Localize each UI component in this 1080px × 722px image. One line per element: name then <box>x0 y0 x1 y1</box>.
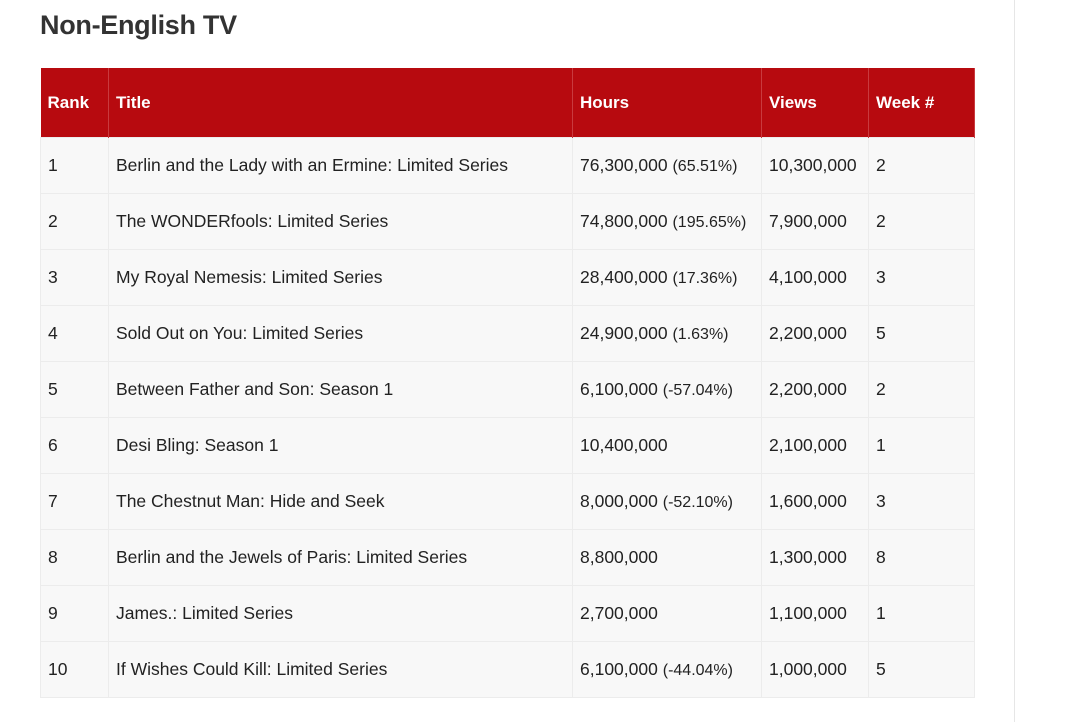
views-cell: 10,300,000 <box>761 137 869 194</box>
views-cell: 2,100,000 <box>761 417 869 474</box>
hours-value: 6,100,000 <box>580 379 658 399</box>
hours-value: 10,400,000 <box>580 435 668 455</box>
table-row: 3 My Royal Nemesis: Limited Series 28,400,… <box>40 249 975 306</box>
hours-value: 24,900,000 <box>580 323 668 343</box>
hours-cell: 8,800,000 <box>572 529 762 586</box>
hours-value: 28,400,000 <box>580 267 668 287</box>
hours-value: 76,300,000 <box>580 155 668 175</box>
views-cell: 2,200,000 <box>761 361 869 418</box>
ranking-table: Rank Title Hours Views Week # 1 Berlin and th… <box>40 68 975 698</box>
rank-cell: 3 <box>40 249 109 306</box>
title-cell: Berlin and the Lady with an Ermine: Limi… <box>108 137 573 194</box>
hours-cell: 74,800,000 (195.65%) <box>572 193 762 250</box>
rank-cell: 10 <box>40 641 109 698</box>
title-cell: Sold Out on You: Limited Series <box>108 305 573 362</box>
views-cell: 2,200,000 <box>761 305 869 362</box>
table-row: 2 The WONDERfools: Limited Series 74,800,0… <box>40 193 975 250</box>
title-cell: Between Father and Son: Season 1 <box>108 361 573 418</box>
week-cell: 2 <box>868 193 975 250</box>
week-cell: 8 <box>868 529 975 586</box>
rank-cell: 5 <box>40 361 109 418</box>
hours-value: 2,700,000 <box>580 603 658 623</box>
views-cell: 7,900,000 <box>761 193 869 250</box>
hours-change: (1.63%) <box>672 326 729 343</box>
hours-value: 8,800,000 <box>580 547 658 567</box>
hours-value: 74,800,000 <box>580 211 668 231</box>
divider <box>1014 0 1015 722</box>
hours-value: 6,100,000 <box>580 659 658 679</box>
hours-cell: 76,300,000 (65.51%) <box>572 137 762 194</box>
table-row: 1 Berlin and the Lady with an Ermine: Lim… <box>40 137 975 194</box>
hours-cell: 6,100,000 (-57.04%) <box>572 361 762 418</box>
hours-change: (65.51%) <box>672 158 738 175</box>
table-row: 4 Sold Out on You: Limited Series 24,900,0… <box>40 305 975 362</box>
column-header: Rank <box>40 68 109 138</box>
title-cell: If Wishes Could Kill: Limited Series <box>108 641 573 698</box>
table-row: 9 James.: Limited Series 2,700,000 1,100,00… <box>40 585 975 642</box>
table-body: 1 Berlin and the Lady with an Ermine: Lim… <box>40 137 975 698</box>
table-row: 8 Berlin and the Jewels of Paris: Limited… <box>40 529 975 586</box>
week-cell: 3 <box>868 249 975 306</box>
hours-cell: 28,400,000 (17.36%) <box>572 249 762 306</box>
rank-cell: 1 <box>40 137 109 194</box>
week-cell: 2 <box>868 137 975 194</box>
week-cell: 5 <box>868 305 975 362</box>
table-row: 6 Desi Bling: Season 1 10,400,000 2,100,000… <box>40 417 975 474</box>
title-cell: My Royal Nemesis: Limited Series <box>108 249 573 306</box>
title-cell: The WONDERfools: Limited Series <box>108 193 573 250</box>
column-header: Title <box>108 68 573 138</box>
rank-cell: 2 <box>40 193 109 250</box>
table-row: 10 If Wishes Could Kill: Limited Series 6,… <box>40 641 975 698</box>
hours-change: (195.65%) <box>672 214 747 231</box>
hours-cell: 10,400,000 <box>572 417 762 474</box>
rank-cell: 6 <box>40 417 109 474</box>
hours-value: 8,000,000 <box>580 491 658 511</box>
views-cell: 1,300,000 <box>761 529 869 586</box>
title-cell: Berlin and the Jewels of Paris: Limited … <box>108 529 573 586</box>
hours-cell: 6,100,000 (-44.04%) <box>572 641 762 698</box>
views-cell: 4,100,000 <box>761 249 869 306</box>
column-header: Views <box>761 68 869 138</box>
title-cell: Desi Bling: Season 1 <box>108 417 573 474</box>
title-cell: The Chestnut Man: Hide and Seek <box>108 473 573 530</box>
hours-cell: 24,900,000 (1.63%) <box>572 305 762 362</box>
rank-cell: 9 <box>40 585 109 642</box>
rank-cell: 7 <box>40 473 109 530</box>
header-row: Rank Title Hours Views Week # <box>40 68 975 138</box>
rank-cell: 4 <box>40 305 109 362</box>
column-header: Week # <box>868 68 975 138</box>
week-cell: 1 <box>868 417 975 474</box>
hours-change: (-52.10%) <box>662 494 733 511</box>
hours-change: (-57.04%) <box>662 382 733 399</box>
week-cell: 5 <box>868 641 975 698</box>
week-cell: 2 <box>868 361 975 418</box>
views-cell: 1,100,000 <box>761 585 869 642</box>
week-cell: 1 <box>868 585 975 642</box>
views-cell: 1,000,000 <box>761 641 869 698</box>
hours-cell: 8,000,000 (-52.10%) <box>572 473 762 530</box>
rank-cell: 8 <box>40 529 109 586</box>
hours-cell: 2,700,000 <box>572 585 762 642</box>
hours-change: (17.36%) <box>672 270 738 287</box>
page-title: Non-English TV <box>40 10 237 40</box>
column-header: Hours <box>572 68 762 138</box>
views-cell: 1,600,000 <box>761 473 869 530</box>
table-row: 5 Between Father and Son: Season 1 6,100,0… <box>40 361 975 418</box>
table-row: 7 The Chestnut Man: Hide and Seek 8,000,00… <box>40 473 975 530</box>
hours-change: (-44.04%) <box>662 662 733 679</box>
week-cell: 3 <box>868 473 975 530</box>
title-cell: James.: Limited Series <box>108 585 573 642</box>
